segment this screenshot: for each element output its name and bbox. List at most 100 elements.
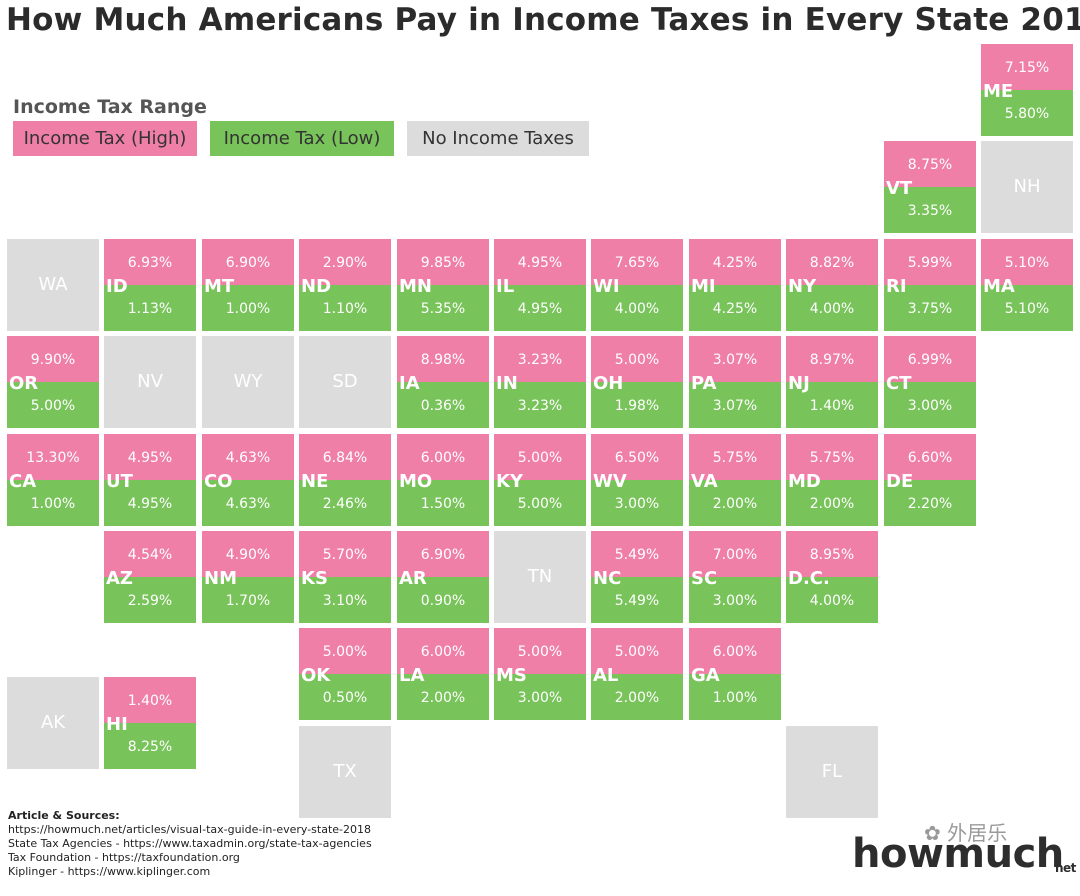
- high-rate-value: 4.95%: [517, 255, 563, 271]
- page-title: How Much Americans Pay in Income Taxes i…: [6, 2, 1080, 38]
- low-rate-value: 5.49%: [614, 593, 660, 609]
- state-abbr: AZ: [106, 568, 133, 589]
- high-rate-value: 5.70%: [322, 547, 368, 563]
- high-rate-band: [981, 44, 1073, 90]
- state-tile-sd: SD: [299, 336, 391, 428]
- state-tile-ri: 5.99% 3.75% RI: [884, 239, 976, 331]
- low-rate-value: 4.63%: [225, 496, 271, 512]
- high-rate-band: [591, 531, 683, 577]
- state-abbr: AL: [593, 665, 619, 686]
- high-rate-band: [689, 628, 781, 674]
- high-rate-band: [884, 336, 976, 382]
- source-line: State Tax Agencies - https://www.taxadmi…: [8, 837, 372, 850]
- state-abbr: WY: [233, 371, 263, 392]
- state-tile-wv: 6.50% 3.00% WV: [591, 434, 683, 526]
- low-rate-band: [104, 577, 196, 623]
- high-rate-value: 6.93%: [127, 255, 173, 271]
- high-rate-value: 13.30%: [26, 450, 80, 466]
- low-rate-band: [689, 285, 781, 331]
- state-tile-ia: 8.98% 0.36% IA: [397, 336, 489, 428]
- state-abbr: CA: [9, 471, 37, 492]
- state-tile-co: 4.63% 4.63% CO: [202, 434, 294, 526]
- state-abbr: KS: [301, 568, 328, 589]
- state-abbr: MD: [788, 471, 821, 492]
- state-abbr: UT: [106, 471, 133, 492]
- state-abbr: KY: [496, 471, 523, 492]
- low-rate-band: [786, 480, 878, 526]
- state-abbr: WV: [593, 471, 627, 492]
- low-rate-value: 0.90%: [420, 593, 466, 609]
- high-rate-band: [689, 531, 781, 577]
- state-abbr: ID: [106, 276, 128, 297]
- low-rate-band: [397, 285, 489, 331]
- state-abbr: ME: [983, 81, 1014, 102]
- high-rate-value: 4.90%: [225, 547, 271, 563]
- low-rate-value: 1.70%: [225, 593, 271, 609]
- state-abbr: NY: [788, 276, 817, 297]
- state-abbr: WA: [38, 274, 68, 295]
- low-rate-value: 1.10%: [322, 301, 368, 317]
- state-abbr: MN: [399, 276, 432, 297]
- low-rate-value: 3.35%: [907, 203, 953, 219]
- state-tile-nc: 5.49% 5.49% NC: [591, 531, 683, 623]
- low-rate-band: [786, 285, 878, 331]
- high-rate-value: 5.00%: [614, 352, 660, 368]
- state-tile-hi: 1.40% 8.25% HI: [104, 677, 196, 769]
- high-rate-value: 4.63%: [225, 450, 271, 466]
- low-rate-band: [494, 285, 586, 331]
- state-abbr: HI: [106, 714, 128, 735]
- high-rate-value: 6.00%: [420, 450, 466, 466]
- state-abbr: MI: [691, 276, 716, 297]
- state-abbr: FL: [821, 761, 843, 782]
- low-rate-band: [786, 382, 878, 428]
- low-rate-band: [299, 480, 391, 526]
- low-rate-value: 2.46%: [322, 496, 368, 512]
- state-tile-ky: 5.00% 5.00% KY: [494, 434, 586, 526]
- low-rate-band: [7, 480, 99, 526]
- state-abbr: VA: [691, 471, 718, 492]
- low-rate-value: 0.36%: [420, 398, 466, 414]
- high-rate-band: [786, 336, 878, 382]
- high-rate-band: [397, 239, 489, 285]
- low-rate-value: 5.00%: [30, 398, 76, 414]
- state-tile-mo: 6.00% 1.50% MO: [397, 434, 489, 526]
- low-rate-band: [104, 723, 196, 769]
- low-rate-band: [202, 480, 294, 526]
- low-rate-value: 8.25%: [127, 739, 173, 755]
- low-rate-value: 3.00%: [517, 690, 563, 706]
- low-rate-value: 1.00%: [225, 301, 271, 317]
- state-abbr: DE: [886, 471, 914, 492]
- state-tile-al: 5.00% 2.00% AL: [591, 628, 683, 720]
- high-rate-band: [104, 239, 196, 285]
- state-abbr: NM: [204, 568, 237, 589]
- high-rate-value: 9.90%: [30, 352, 76, 368]
- state-tile-id: 6.93% 1.13% ID: [104, 239, 196, 331]
- high-rate-band: [884, 434, 976, 480]
- low-rate-band: [591, 285, 683, 331]
- legend-none: No Income Taxes: [407, 121, 589, 156]
- high-rate-value: 5.75%: [712, 450, 758, 466]
- low-rate-band: [104, 285, 196, 331]
- low-rate-band: [397, 577, 489, 623]
- high-rate-value: 5.00%: [614, 644, 660, 660]
- state-abbr: NJ: [788, 373, 810, 394]
- high-rate-band: [884, 239, 976, 285]
- low-rate-value: 2.59%: [127, 593, 173, 609]
- low-rate-band: [591, 577, 683, 623]
- state-tile-az: 4.54% 2.59% AZ: [104, 531, 196, 623]
- low-rate-band: [591, 382, 683, 428]
- low-rate-band: [981, 285, 1073, 331]
- state-tile-la: 6.00% 2.00% LA: [397, 628, 489, 720]
- low-rate-band: [104, 480, 196, 526]
- low-rate-band: [397, 674, 489, 720]
- high-rate-band: [299, 628, 391, 674]
- state-tile-mi: 4.25% 4.25% MI: [689, 239, 781, 331]
- high-rate-band: [299, 434, 391, 480]
- state-tile-wi: 7.65% 4.00% WI: [591, 239, 683, 331]
- state-abbr: TN: [527, 566, 553, 587]
- high-rate-value: 5.49%: [614, 547, 660, 563]
- state-tile-nm: 4.90% 1.70% NM: [202, 531, 294, 623]
- high-rate-value: 8.75%: [907, 157, 953, 173]
- low-rate-band: [884, 285, 976, 331]
- state-abbr: NC: [593, 568, 622, 589]
